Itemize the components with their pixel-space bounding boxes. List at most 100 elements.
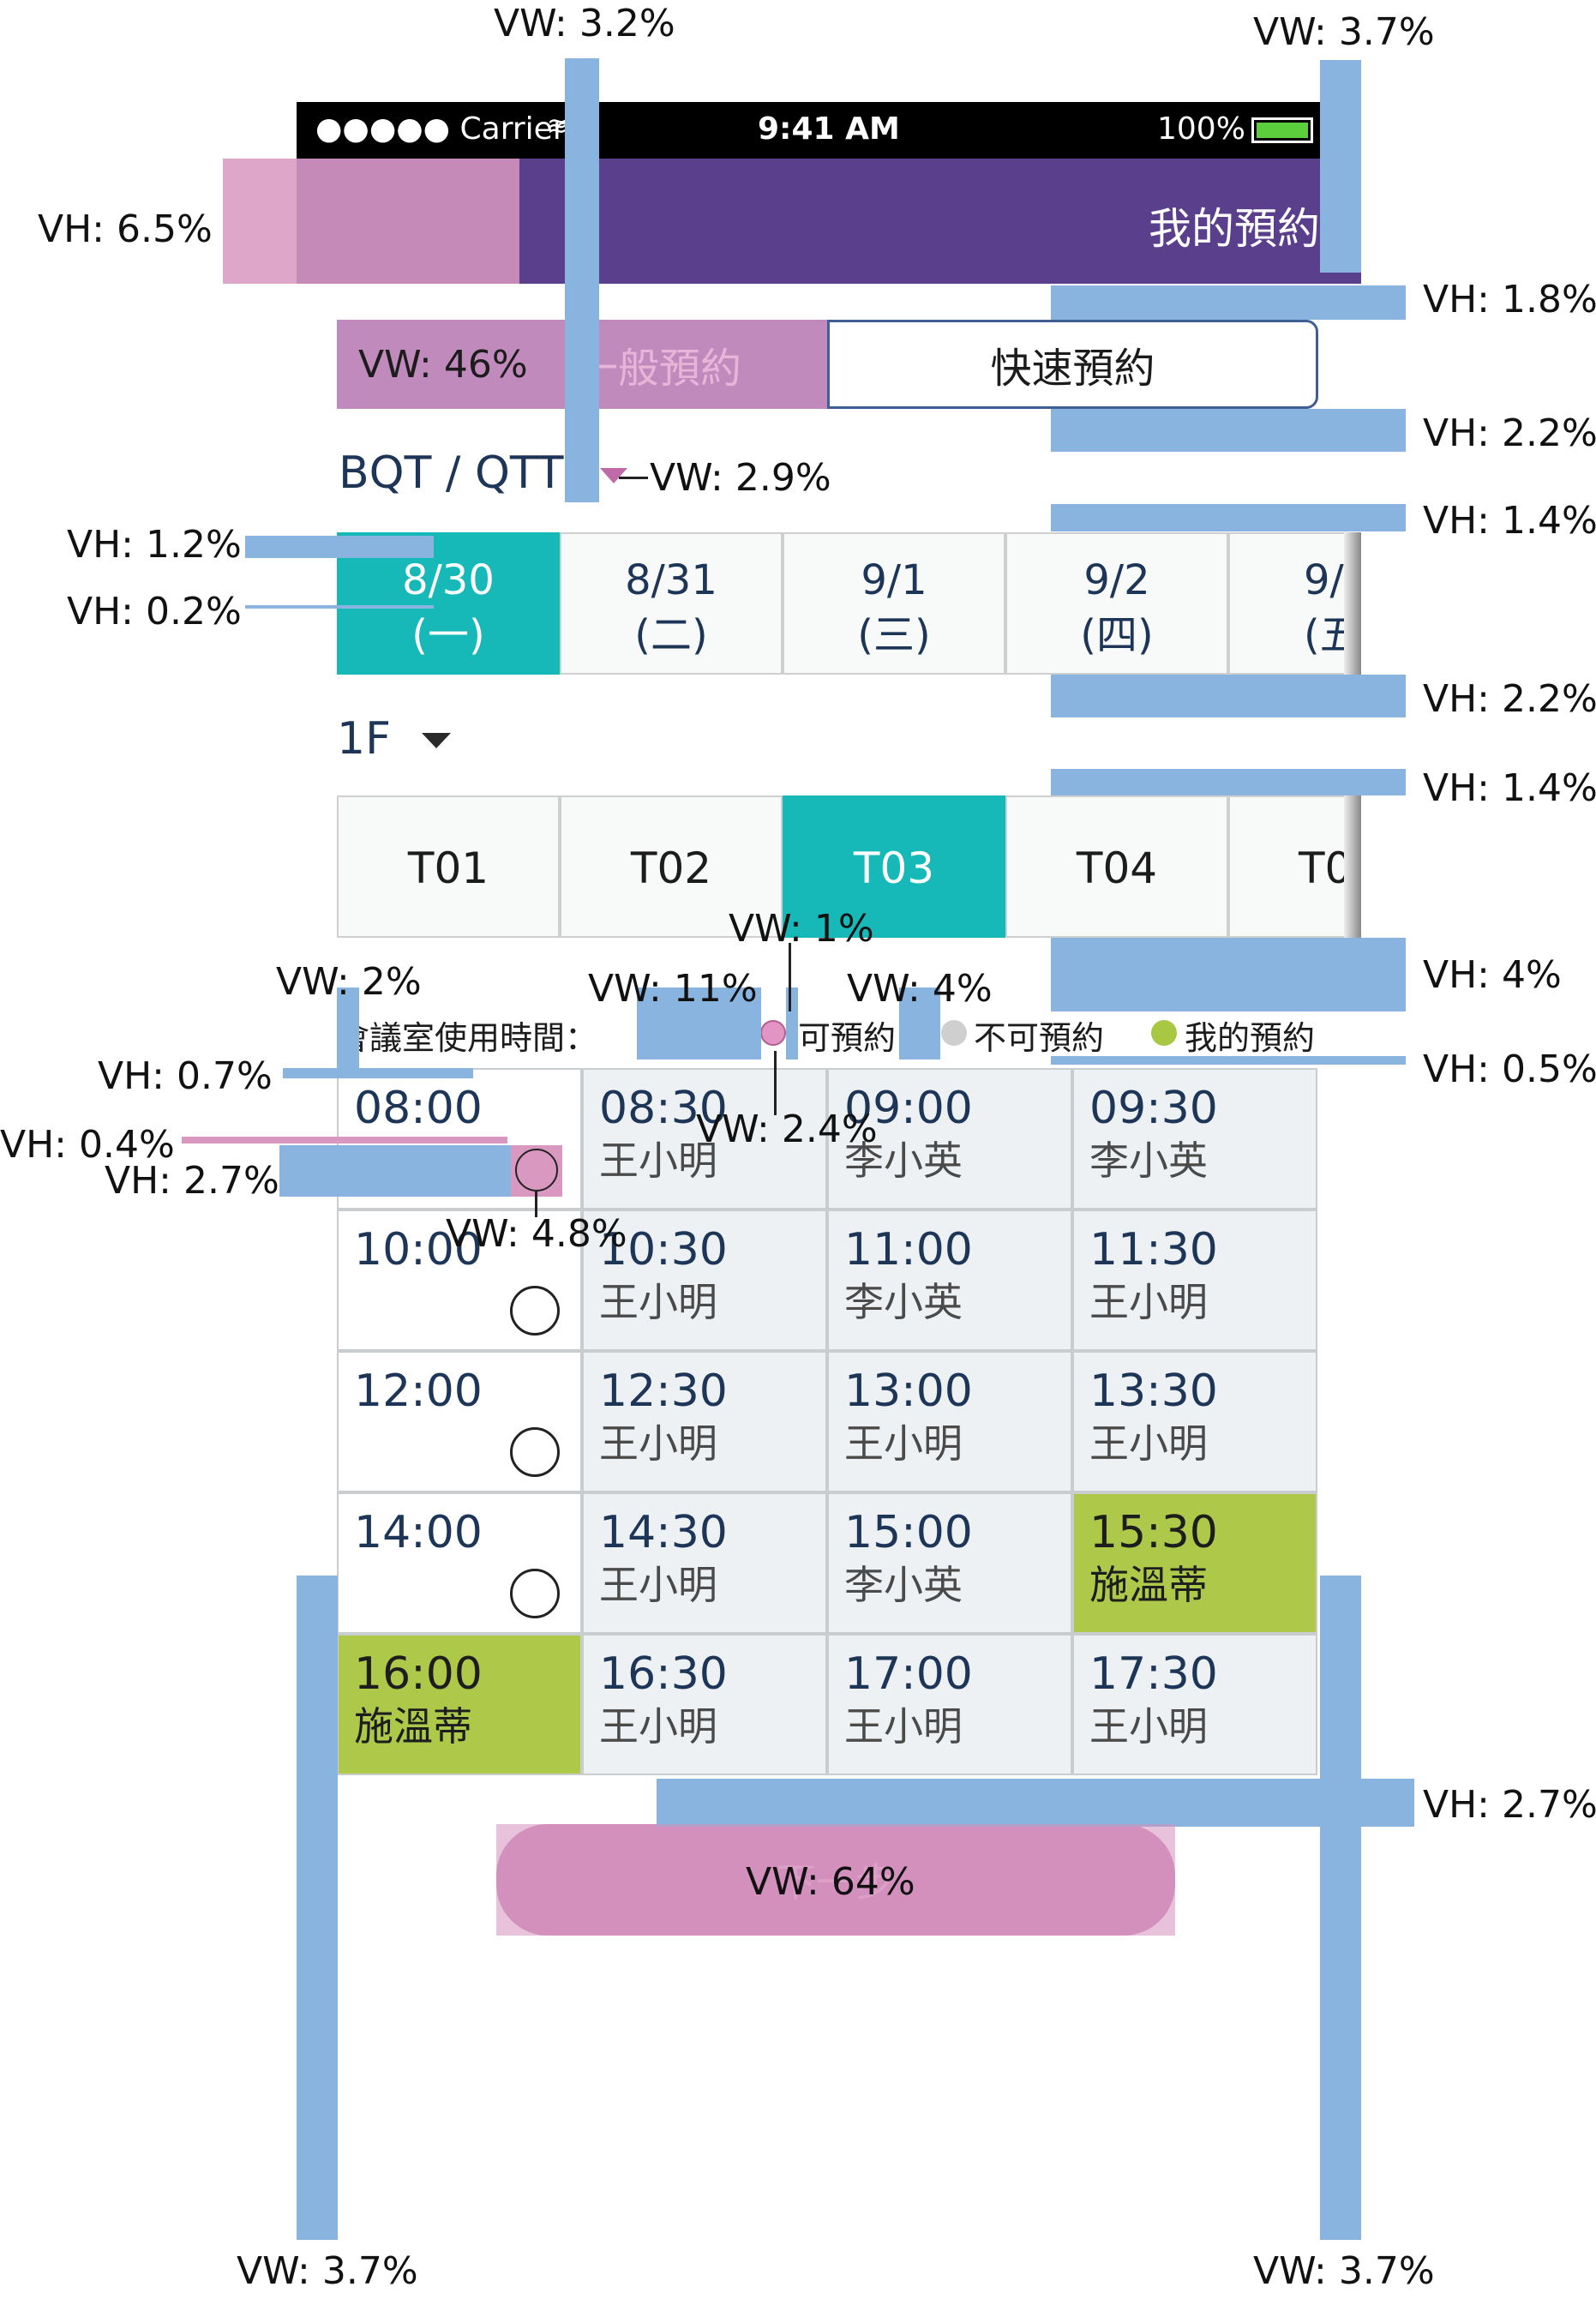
slot-time: 15:00 [844,1507,973,1558]
annotation-label: VH: 2.2% [1423,677,1596,721]
time-slot-cell[interactable]: 14:30 王小明 [582,1492,827,1634]
date-cell[interactable]: 9/3(五) [1228,532,1359,675]
annotation-bar [1051,675,1406,717]
date-value: 8/31 [625,556,717,604]
available-circle-icon[interactable] [510,1569,560,1618]
annotation-label: VW: 1% [729,907,874,951]
time-slot-cell[interactable]: 11:00 李小英 [827,1210,1072,1351]
time-slot-cell[interactable]: 11:30 王小明 [1072,1210,1317,1351]
time-slot-cell[interactable]: 09:30 李小英 [1072,1068,1317,1210]
floor-selector[interactable]: 1F [337,713,391,765]
time-slot-cell[interactable]: 13:30 王小明 [1072,1351,1317,1492]
annotation-bar [223,159,519,284]
annotation-bar [245,605,434,609]
time-slot-cell[interactable]: 15:00 李小英 [827,1492,1072,1634]
tab-quick-booking[interactable]: 快速預約 [827,320,1318,409]
time-slot-cell[interactable]: 10:00 [337,1210,582,1351]
slot-time: 11:00 [844,1224,973,1276]
available-dot-icon [760,1020,786,1046]
slot-time: 11:30 [1089,1224,1218,1276]
time-slot-cell[interactable]: 13:00 王小明 [827,1351,1072,1492]
slot-time: 09:00 [844,1083,973,1134]
slot-booker: 施溫蒂 [1089,1562,1208,1608]
annotation-bar [279,1145,511,1197]
time-slot-cell[interactable]: 08:30 王小明 [582,1068,827,1210]
annotation-label: VH: 0.4% [0,1123,175,1167]
annotation-label: VH: 1.8% [1423,278,1596,321]
slot-time: 09:30 [1089,1083,1218,1134]
room-tab[interactable]: T02 [560,795,783,938]
slot-time: 12:00 [354,1366,483,1417]
annotation-label: VH: 1.4% [1423,766,1596,810]
chevron-down-icon[interactable] [600,468,627,483]
weekday-value: (四) [1080,611,1154,659]
annotation-label: VW: 2.9% [650,456,831,500]
date-cell[interactable]: 8/31 (二) [560,532,783,675]
carrier-label: ●●●●● Carrier [315,111,566,147]
annotation-label: VH: 1.2% [67,523,242,567]
time-slot-cell[interactable]: 14:00 [337,1492,582,1634]
slot-booker: 李小英 [1089,1137,1208,1184]
annotation-bar [637,987,761,1059]
leader-line [619,477,648,479]
slot-time: 17:00 [844,1648,973,1700]
time-slot-cell[interactable]: 17:00 王小明 [827,1634,1072,1775]
legend-unavailable: 不可預約 [974,1019,1105,1057]
time-slot-cell[interactable]: 16:30 王小明 [582,1634,827,1775]
time-slot-cell[interactable]: 12:30 王小明 [582,1351,827,1492]
time-slot-cell[interactable]: 10:30 王小明 [582,1210,827,1351]
floor-selector-value: 1F [337,713,391,765]
available-circle-icon[interactable] [510,1427,560,1477]
annotation-bar [283,1068,473,1078]
slot-booker: 王小明 [599,1279,717,1325]
slot-booker: 王小明 [1089,1279,1208,1325]
room-tab[interactable]: T05 [1228,795,1359,938]
slot-booker: 王小明 [599,1562,717,1608]
battery-icon [1251,117,1313,143]
annotation-label: VW: 4% [847,967,993,1011]
annotation-label: VH: 0.2% [67,590,242,633]
annotation-bar [496,1824,1175,1936]
date-cell[interactable]: 8/30 (一) [337,532,560,675]
annotation-label: VH: 2.2% [1423,411,1596,455]
annotation-bar [1051,1056,1406,1065]
room-tab[interactable]: T04 [1005,795,1228,938]
date-cell[interactable]: 9/1 (三) [783,532,1005,675]
legend-available: 可預約 [798,1019,897,1057]
annotation-label: VW: 3.2% [494,2,675,45]
slot-booker: 李小英 [844,1279,963,1325]
chevron-down-icon[interactable] [422,733,451,748]
time-slot-cell[interactable]: 12:00 [337,1351,582,1492]
tab-quick-label: 快速預約 [990,345,1155,393]
slot-booker: 李小英 [844,1137,963,1184]
time-slot-cell[interactable]: 16:00 施溫蒂 [337,1634,582,1775]
leader-line [774,1051,777,1115]
slot-time: 15:30 [1089,1507,1218,1558]
time-slot-cell[interactable]: 15:30 施溫蒂 [1072,1492,1317,1634]
annotation-label: VW: 64% [746,1860,915,1904]
room-tab[interactable]: T03 [783,795,1005,938]
slot-time: 12:30 [599,1366,728,1417]
time-slot-cell[interactable]: 09:00 李小英 [827,1068,1072,1210]
slot-booker: 王小明 [844,1703,963,1750]
annotation-bar [657,1779,1414,1827]
scroll-shadow [1344,532,1361,675]
slot-time: 16:30 [599,1648,728,1700]
room-tab[interactable]: T01 [337,795,560,938]
annotation-bar [182,1137,507,1143]
legend-label: 會議室使用時間： [337,1019,598,1057]
slot-booker: 王小明 [1089,1703,1208,1750]
legend-mine: 我的預約 [1185,1019,1316,1057]
slot-time: 14:30 [599,1507,728,1558]
available-circle-icon[interactable] [510,1286,560,1336]
annotation-bar [1051,938,1406,1011]
annotation-bar [1320,1576,1361,2240]
annotation-bar [245,536,434,558]
weekday-value: (三) [857,611,931,659]
time-slot-cell[interactable]: 17:30 王小明 [1072,1634,1317,1775]
date-cell[interactable]: 9/2 (四) [1005,532,1228,675]
room-selector[interactable]: BQT / QTT [339,447,564,499]
slot-time: 14:00 [354,1507,483,1558]
mine-dot-icon [1151,1020,1177,1046]
annotation-bar [337,987,359,1070]
